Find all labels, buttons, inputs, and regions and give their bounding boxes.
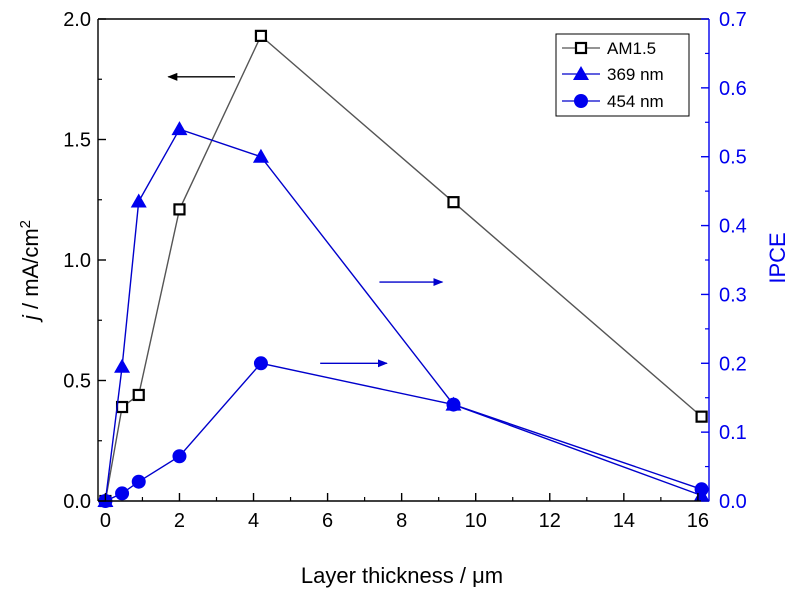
y2-tick-label: 0.3 [719,284,747,306]
y2-tick-label: 0.2 [719,353,747,375]
y2-tick-label: 0.1 [719,422,747,444]
data-point-am15 [447,196,460,209]
legend: AM1.5 369 nm 454 nm [555,33,690,117]
data-point-454nm [131,474,146,489]
legend-marker-369nm [573,66,589,80]
x-tick-label: 0 [100,510,111,532]
x-tick-label: 6 [322,510,333,532]
y-axis-title-rest: / mA/cm [18,228,43,315]
legend-item-454nm: 454 nm [562,92,664,111]
legend-item-369nm: 369 nm [562,65,664,84]
y2-tick-label: 0.7 [719,9,747,31]
data-point-369nm [171,121,188,136]
x-tick-label: 4 [248,510,259,532]
data-point-454nm [694,482,709,497]
data-point-am15 [132,388,145,402]
data-point-369nm [252,148,269,163]
data-point-am15 [115,400,129,414]
x-tick-label: 10 [465,510,487,532]
data-point-454nm [172,449,187,464]
data-point-454nm [446,397,461,412]
legend-marker-454nm [574,94,588,108]
series-line-454nm [105,362,702,502]
x-tick-label: 16 [687,510,709,532]
y-tick-label: 0.0 [63,491,91,513]
y-axis-title: j / mA/cm2 [17,220,44,323]
legend-label-369nm: 369 nm [607,65,664,84]
y-axis-title-sup: 2 [17,220,34,228]
legend-marker-am15 [574,41,588,55]
data-point-369nm [114,358,131,373]
data-point-am15 [254,29,268,42]
y2-axis-title: IPCE [765,232,790,283]
series-line-369nm [104,128,702,502]
legend-label-454nm: 454 nm [607,92,664,111]
legend-label-am15: AM1.5 [607,39,656,58]
annotation-layer [167,72,444,368]
legend-item-am15: AM1.5 [562,39,656,58]
data-point-am15 [695,410,708,423]
y-tick-label: 1.0 [63,250,91,272]
x-tick-label: 14 [613,510,635,532]
data-point-am15 [173,203,186,216]
data-point-369nm [130,193,147,208]
x-tick-label: 2 [174,510,185,532]
x-axis-title: Layer thickness / μm [301,563,503,588]
y2-tick-label: 0.5 [719,147,747,169]
y2-tick-label: 0.6 [719,78,747,100]
y2-tick-label: 0.4 [719,216,747,238]
y-axis-title-italic: j [18,314,43,323]
y-tick-label: 0.5 [63,371,91,393]
data-point-454nm [115,486,130,501]
y-tick-label: 2.0 [63,9,91,31]
x-tick-label: 12 [539,510,561,532]
x-tick-label: 8 [396,510,407,532]
data-point-454nm [253,356,268,371]
y-tick-label: 1.5 [63,130,91,152]
axes-layer: 0 2 4 6 8 10 12 14 16 0.0 0.5 1.0 1.5 2.0 0.0 0.1 0.2 0.3… [63,9,747,532]
y2-tick-label: 0.0 [719,491,747,513]
